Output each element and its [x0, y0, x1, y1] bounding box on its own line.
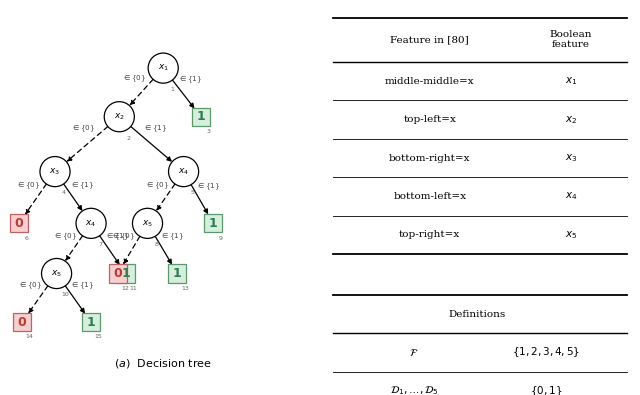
Text: 11: 11 — [129, 286, 137, 291]
Text: $x_2$: $x_2$ — [564, 114, 577, 126]
FancyBboxPatch shape — [204, 214, 223, 232]
Circle shape — [168, 156, 198, 187]
Text: $\in\{1\}$: $\in\{1\}$ — [143, 124, 168, 134]
Text: $\in\{1\}$: $\in\{1\}$ — [160, 232, 184, 243]
Text: $x_1$: $x_1$ — [564, 75, 577, 87]
Text: $x_4$: $x_4$ — [564, 190, 577, 202]
Text: 15: 15 — [95, 334, 102, 339]
Text: $x_5$: $x_5$ — [51, 268, 62, 279]
Text: top-left=x: top-left=x — [403, 115, 456, 124]
FancyBboxPatch shape — [116, 264, 134, 282]
Text: $x_4$: $x_4$ — [86, 218, 97, 229]
Circle shape — [42, 258, 72, 289]
Text: $\mathbf{1}$: $\mathbf{1}$ — [120, 267, 131, 280]
Text: Feature in [80]: Feature in [80] — [390, 35, 469, 44]
Text: top-right=x: top-right=x — [399, 230, 460, 239]
FancyBboxPatch shape — [109, 264, 127, 282]
Text: $\mathbf{0}$: $\mathbf{0}$ — [17, 316, 27, 329]
Text: $x_4$: $x_4$ — [178, 166, 189, 177]
Text: $\mathbf{0}$: $\mathbf{0}$ — [113, 267, 123, 280]
Text: $\mathbf{1}$: $\mathbf{1}$ — [86, 316, 96, 329]
Text: $\mathcal{D}_1,\ldots,\mathcal{D}_5$: $\mathcal{D}_1,\ldots,\mathcal{D}_5$ — [390, 384, 438, 395]
Text: $\in\{1\}$: $\in\{1\}$ — [70, 280, 95, 291]
Text: $\mathbf{1}$: $\mathbf{1}$ — [196, 110, 206, 123]
Text: 14: 14 — [26, 334, 33, 339]
Text: 5: 5 — [191, 190, 195, 196]
Text: $\in\{0\}$: $\in\{0\}$ — [16, 180, 40, 190]
Text: 7: 7 — [98, 242, 102, 247]
Circle shape — [132, 208, 163, 239]
FancyBboxPatch shape — [192, 107, 210, 126]
Text: $\mathbf{0}$: $\mathbf{0}$ — [14, 217, 24, 230]
Text: 8: 8 — [155, 242, 159, 247]
Circle shape — [148, 53, 179, 83]
Text: $\in\{1\}$: $\in\{1\}$ — [196, 181, 220, 192]
Text: $\in\{0\}$: $\in\{0\}$ — [71, 124, 95, 134]
Text: 9: 9 — [219, 235, 223, 241]
Text: $\mathcal{F}$: $\mathcal{F}$ — [410, 347, 419, 358]
Text: $x_1$: $x_1$ — [157, 63, 169, 73]
Text: 13: 13 — [181, 286, 189, 291]
Text: $\in\{0\}$: $\in\{0\}$ — [122, 74, 147, 84]
Text: $\in\{1\}$: $\in\{1\}$ — [105, 231, 129, 242]
Text: bottom-left=x: bottom-left=x — [393, 192, 467, 201]
Text: 6: 6 — [24, 235, 28, 241]
Circle shape — [40, 156, 70, 187]
Text: $\{0,1\}$: $\{0,1\}$ — [529, 384, 562, 395]
Text: $\in\{0\}$: $\in\{0\}$ — [19, 280, 43, 291]
Text: $x_5$: $x_5$ — [142, 218, 153, 229]
FancyBboxPatch shape — [13, 313, 31, 331]
Text: Definitions: Definitions — [448, 310, 506, 318]
Text: $\mathbf{1}$: $\mathbf{1}$ — [172, 267, 182, 280]
FancyBboxPatch shape — [168, 264, 186, 282]
Text: 2: 2 — [126, 135, 131, 141]
Text: middle-middle=x: middle-middle=x — [385, 77, 475, 86]
Text: $\in\{1\}$: $\in\{1\}$ — [70, 180, 94, 190]
Text: $x_3$: $x_3$ — [564, 152, 577, 164]
Circle shape — [76, 208, 106, 239]
Text: $\in\{0\}$: $\in\{0\}$ — [145, 180, 169, 190]
Text: $\in\{0\}$: $\in\{0\}$ — [53, 231, 77, 242]
Text: $x_2$: $x_2$ — [114, 111, 125, 122]
FancyBboxPatch shape — [10, 214, 28, 232]
Text: $\in\{0\}$: $\in\{0\}$ — [111, 232, 135, 243]
Text: 10: 10 — [61, 292, 70, 297]
Text: $\in\{1\}$: $\in\{1\}$ — [178, 75, 202, 85]
Text: $\{1,2,3,4,5\}$: $\{1,2,3,4,5\}$ — [512, 346, 580, 359]
Text: 12: 12 — [122, 286, 129, 291]
Text: $\mathbf{1}$: $\mathbf{1}$ — [209, 217, 218, 230]
Text: $x_3$: $x_3$ — [49, 166, 61, 177]
Circle shape — [104, 102, 134, 132]
Text: 3: 3 — [206, 129, 211, 134]
Text: Boolean
feature: Boolean feature — [550, 30, 592, 49]
FancyBboxPatch shape — [82, 313, 100, 331]
Text: bottom-right=x: bottom-right=x — [389, 154, 470, 162]
Text: $(a)\ \ \mathrm{Decision\ tree}$: $(a)\ \ \mathrm{Decision\ tree}$ — [115, 357, 212, 370]
Text: 1: 1 — [170, 87, 174, 92]
Text: 4: 4 — [62, 190, 66, 196]
Text: $x_5$: $x_5$ — [564, 229, 577, 241]
